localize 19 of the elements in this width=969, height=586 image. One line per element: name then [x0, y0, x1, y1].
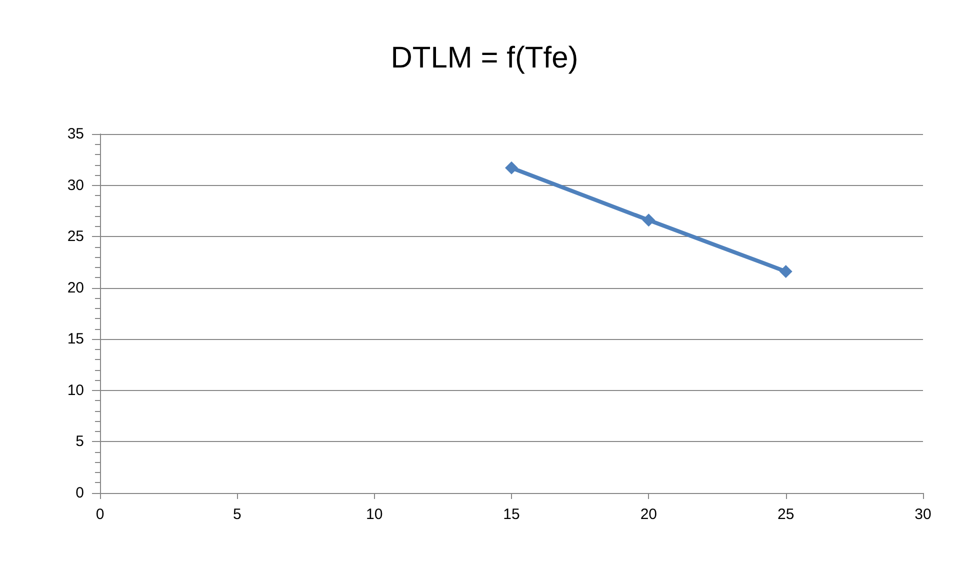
x-tick-label: 10: [366, 506, 383, 523]
y-tick-label: 35: [67, 126, 84, 142]
x-tick-label: 5: [232, 506, 242, 523]
point: [505, 161, 518, 174]
point: [642, 214, 656, 227]
x-tick-label: 20: [640, 506, 658, 523]
x-tick-label: 30: [914, 506, 932, 523]
x-tick-label: 15: [503, 506, 520, 523]
y-tick-label: 30: [67, 176, 84, 194]
y-tick-label: 20: [67, 279, 84, 296]
x-tick-label: 25: [777, 506, 794, 523]
y-tick-label: 10: [67, 382, 84, 399]
point: [779, 264, 792, 278]
chart-title: DTLM = f(Tfe): [390, 42, 578, 74]
y-tick-label: 5: [76, 433, 84, 450]
y-tick-label: 15: [67, 330, 84, 348]
y-tick-label: 0: [76, 484, 84, 502]
x-tick-label: 0: [96, 506, 104, 523]
y-tick-label: 25: [67, 228, 84, 246]
